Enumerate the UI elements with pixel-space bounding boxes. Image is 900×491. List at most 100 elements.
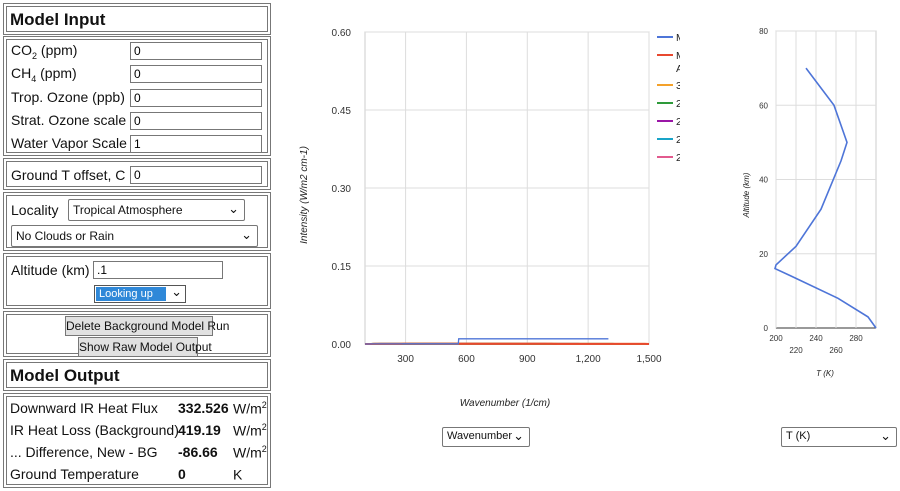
- profile-x-tick-label: 220: [789, 346, 803, 355]
- profile-tick-labels: 0 20 40 60 80 200 220 240 260 280: [759, 27, 863, 355]
- panel-frame: [6, 256, 268, 306]
- output-value-ground-temperature: 0: [178, 466, 186, 482]
- ch4-label: CH4 (ppm): [11, 65, 77, 84]
- output-unit: K: [233, 466, 243, 483]
- model-input-header: Model Input: [3, 3, 271, 35]
- output-label-downward-flux: Downward IR Heat Flux: [10, 400, 158, 416]
- delete-background-button[interactable]: Delete Background Model Run: [65, 316, 229, 336]
- spectrum-x-tick-label: 600: [458, 354, 475, 365]
- legend-entry: Model: [676, 50, 680, 62]
- spectrum-series: [365, 338, 650, 345]
- profile-y-tick-label: 0: [764, 324, 769, 333]
- output-unit: W/m2: [233, 444, 267, 461]
- legend-entry: 220 K: [676, 152, 680, 164]
- show-raw-output-button[interactable]: Show Raw Model Output: [78, 337, 212, 357]
- looking-selected: Looking up: [96, 287, 166, 301]
- panel-frame: [6, 195, 268, 248]
- spectrum-y-tick-label: 0.30: [332, 184, 352, 195]
- spectrum-legend: ModelModelAlt300 K280 K260 K240 K220 K: [657, 32, 680, 164]
- y-axis-selected: T (K): [786, 430, 811, 442]
- model-input-title: Model Input: [10, 10, 106, 29]
- profile-x-tick-label: 200: [769, 334, 783, 343]
- panel-frame: [6, 396, 268, 485]
- locality-panel: Locality Tropical Atmosphere ⌄ No Clouds…: [3, 192, 271, 251]
- legend-entry: 300 K: [676, 80, 680, 92]
- profile-x-axis-label: T (K): [816, 369, 834, 378]
- chevron-down-icon: ⌄: [228, 201, 239, 216]
- x-axis-select[interactable]: Wavenumber ⌄: [442, 427, 530, 447]
- profile-y-tick-label: 40: [759, 176, 768, 185]
- model-output-title: Model Output: [10, 366, 120, 385]
- output-label-difference: ... Difference, New - BG: [10, 444, 158, 460]
- buttons-panel: Delete Background Model Run Show Raw Mod…: [3, 311, 271, 357]
- spectrum-x-tick-label: 300: [397, 354, 414, 365]
- spectrum-y-tick-label: 0.15: [332, 262, 352, 273]
- output-value-heat-loss: 419.19: [178, 422, 221, 438]
- model-output-panel: Downward IR Heat Flux 332.526 W/m2 IR He…: [3, 393, 271, 488]
- water-vapor-label: Water Vapor Scale: [11, 135, 127, 151]
- panel-frame: [6, 6, 268, 32]
- ground-t-label: Ground T offset, C: [11, 167, 126, 183]
- co2-input[interactable]: [130, 42, 262, 60]
- spectrum-grid: [364, 31, 650, 345]
- profile-grid: [775, 30, 877, 329]
- profile-chart: 0 20 40 60 80 200 220 240 260 280 Altitude (km) T…: [742, 27, 877, 378]
- spectrum-y-tick-label: 0.60: [332, 28, 352, 39]
- co2-label: CO2 (ppm): [11, 42, 78, 61]
- x-axis-selected: Wavenumber: [447, 430, 513, 442]
- output-unit: W/m2: [233, 422, 267, 439]
- panel-frame: [6, 362, 268, 388]
- clouds-select[interactable]: No Clouds or Rain ⌄: [11, 225, 258, 247]
- spectrum-tick-labels: 0.00 0.15 0.30 0.45 0.60 300 600 900 1,200 1,500: [332, 28, 662, 365]
- profile-series: [774, 67, 877, 329]
- output-label-heat-loss: IR Heat Loss (Background): [10, 422, 179, 438]
- ground-t-input[interactable]: [130, 166, 262, 184]
- spectrum-x-axis-label: Wavenumber (1/cm): [460, 398, 550, 409]
- chevron-down-icon: ⌄: [171, 284, 182, 299]
- legend-entry: Model: [676, 32, 680, 44]
- model-output-header: Model Output: [3, 359, 271, 391]
- altitude-input[interactable]: [93, 261, 223, 279]
- profile-y-axis-label: Altitude (km): [742, 172, 751, 218]
- water-vapor-input[interactable]: [130, 135, 262, 153]
- y-axis-select[interactable]: T (K) ⌄: [781, 427, 897, 447]
- profile-line: [774, 67, 877, 329]
- locality-select[interactable]: Tropical Atmosphere ⌄: [68, 199, 245, 221]
- looking-select[interactable]: Looking up ⌄: [94, 284, 186, 303]
- profile-y-tick-label: 60: [759, 101, 768, 110]
- trop-ozone-label: Trop. Ozone (ppb): [11, 89, 125, 105]
- altitude-panel: Altitude (km) Looking up ⌄: [3, 253, 271, 309]
- output-unit: W/m2: [233, 400, 267, 417]
- clouds-selected: No Clouds or Rain: [16, 229, 115, 243]
- legend-entry: 260 K: [676, 116, 680, 128]
- gas-inputs-panel: CO2 (ppm) CH4 (ppm) Trop. Ozone (ppb) St…: [3, 36, 271, 156]
- ground-t-panel: Ground T offset, C: [3, 158, 271, 190]
- legend-entry: 240 K: [676, 134, 680, 146]
- spectrum-x-tick-label: 900: [519, 354, 536, 365]
- spectrum-y-tick-label: 0.45: [332, 106, 352, 117]
- spectrum-y-axis-label: Intensity (W/m2 cm-1): [299, 146, 310, 244]
- legend-entry: 280 K: [676, 98, 680, 110]
- profile-y-tick-label: 20: [759, 250, 768, 259]
- strat-ozone-input[interactable]: [130, 112, 262, 130]
- trop-ozone-input[interactable]: [130, 89, 262, 107]
- profile-x-tick-label: 260: [829, 346, 843, 355]
- chevron-down-icon: ⌄: [241, 227, 252, 242]
- locality-selected: Tropical Atmosphere: [73, 203, 183, 217]
- altitude-label: Altitude (km): [11, 262, 90, 278]
- profile-y-tick-label: 80: [759, 27, 768, 36]
- output-value-difference: -86.66: [178, 444, 218, 460]
- spectrum-line-model: [365, 338, 609, 345]
- profile-x-tick-label: 240: [809, 334, 823, 343]
- output-label-ground-temperature: Ground Temperature: [10, 466, 139, 482]
- ch4-input[interactable]: [130, 65, 262, 83]
- panel-frame: [6, 161, 268, 187]
- chevron-down-icon: ⌄: [880, 428, 891, 443]
- strat-ozone-label: Strat. Ozone scale: [11, 112, 127, 128]
- locality-label: Locality: [11, 202, 59, 218]
- spectrum-y-tick-label: 0.00: [332, 340, 352, 351]
- legend-entry-continued: Alt: [676, 63, 680, 75]
- spectrum-x-tick-label: 1,200: [576, 354, 601, 365]
- output-value-downward-flux: 332.526: [178, 400, 229, 416]
